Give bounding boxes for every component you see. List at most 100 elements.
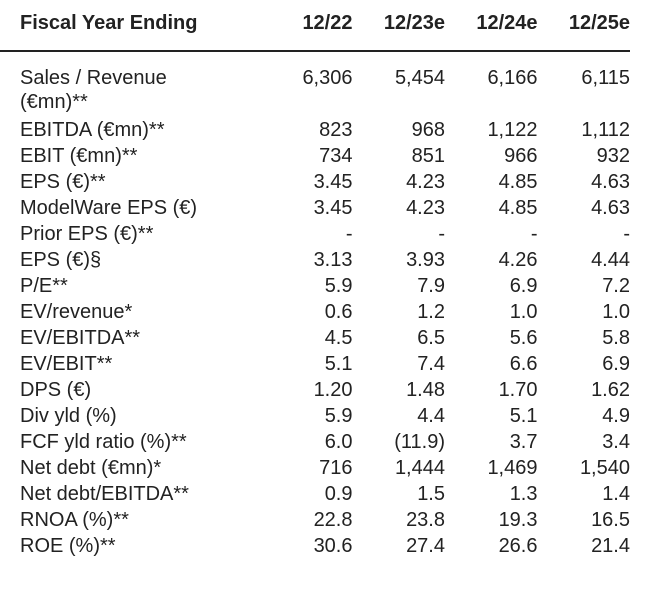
row-value: - [345,223,353,245]
row-label: EBITDA (€mn)** [20,119,165,141]
row-value: 6.9 [509,275,538,297]
row-value: 6.6 [509,353,538,375]
row-value: 3.93 [406,249,445,271]
row-value: 26.6 [498,535,538,557]
row-value: 3.7 [509,431,538,453]
row-value: 6.9 [602,353,630,375]
row-value: 5.1 [509,405,538,427]
row-label: EV/EBIT** [20,353,113,375]
column-header-year: 12/22 [260,0,353,52]
table-row: Sales / Revenue (€mn)** 6,306 5,454 6,166 6,… [0,51,630,118]
row-value: 1.70 [498,379,538,401]
row-label: P/E** [20,275,68,297]
row-value: 5.9 [324,275,353,297]
column-header-year: 12/23e [352,0,445,52]
column-header-label: Fiscal Year Ending [0,0,260,52]
financial-table: Fiscal Year Ending 12/22 12/23e 12/24e 1… [0,0,630,560]
row-value: 0.9 [324,483,353,505]
row-value: 22.8 [313,509,353,531]
row-value: 5.6 [509,327,538,349]
row-label: EV/EBITDA** [20,327,141,349]
row-value: 1,469 [487,457,538,479]
row-value: 1.0 [509,301,538,323]
row-value: - [530,223,538,245]
row-value: 0.6 [324,301,353,323]
row-value: 6,306 [302,67,353,89]
row-label: ROE (%)** [20,535,116,557]
row-value: 1,444 [394,457,445,479]
row-value: 4.63 [591,197,630,219]
row-value: 16.5 [591,509,630,531]
table-row: EBITDA (€mn)** 823 968 1,122 1,112 [0,118,630,144]
table-row: EPS (€)** 3.45 4.23 4.85 4.63 [0,170,630,196]
row-value: 6,115 [581,67,630,89]
row-label: Net debt/EBITDA** [20,483,189,505]
row-value: 4.23 [406,197,445,219]
row-value: 716 [319,457,353,479]
table-row: EBIT (€mn)** 734 851 966 932 [0,144,630,170]
row-value: 968 [411,119,445,141]
row-value: 3.13 [313,249,353,271]
row-label: EBIT (€mn)** [20,145,138,167]
row-value: 3.45 [313,197,353,219]
row-value: 5,454 [394,67,445,89]
row-value: 27.4 [406,535,445,557]
row-value: 1.20 [313,379,353,401]
row-value: 5.1 [324,353,353,375]
row-value: 6.5 [417,327,445,349]
row-value: 4.4 [417,405,445,427]
row-value: 1.4 [602,483,630,505]
row-label: EV/revenue* [20,301,133,323]
table-row: Net debt/EBITDA** 0.9 1.5 1.3 1.4 [0,482,630,508]
row-value: 4.85 [498,171,538,193]
column-header-year: 12/25e [537,0,630,52]
table-body: Sales / Revenue (€mn)** 6,306 5,454 6,166 6,… [0,51,630,560]
row-value: 932 [596,145,630,167]
row-value: 19.3 [498,509,538,531]
row-label: Div yld (%) [20,405,117,427]
row-label: DPS (€) [20,379,92,401]
row-value: 4.85 [498,197,538,219]
row-value: 1.48 [406,379,445,401]
row-value: 1,122 [487,119,538,141]
table-row: EV/EBIT** 5.1 7.4 6.6 6.9 [0,352,630,378]
table-row: Prior EPS (€)** - - - - [0,222,630,248]
row-value: 3.4 [602,431,630,453]
row-value: 21.4 [591,535,630,557]
table-row: Net debt (€mn)* 716 1,444 1,469 1,540 [0,456,630,482]
row-label: EPS (€)§ [20,249,102,271]
row-value: - [438,223,445,245]
row-value: 734 [319,145,353,167]
table-row: P/E** 5.9 7.9 6.9 7.2 [0,274,630,300]
row-label: EPS (€)** [20,171,106,193]
row-value: 6.0 [324,431,353,453]
row-value: 851 [411,145,445,167]
row-value: 1,112 [581,119,630,141]
row-value: (11.9) [394,431,445,453]
row-value: 7.9 [417,275,445,297]
table-row: ModelWare EPS (€) 3.45 4.23 4.85 4.63 [0,196,630,222]
row-label: Net debt (€mn)* [20,457,162,479]
row-value: 5.9 [324,405,353,427]
row-value: 4.44 [591,249,630,271]
column-header-year: 12/24e [445,0,538,52]
row-value: 30.6 [313,535,353,557]
table-header-row: Fiscal Year Ending 12/22 12/23e 12/24e 1… [0,0,630,52]
row-value: 4.23 [406,171,445,193]
table-row: EPS (€)§ 3.13 3.93 4.26 4.44 [0,248,630,274]
table-row: RNOA (%)** 22.8 23.8 19.3 16.5 [0,508,630,534]
row-value: 4.26 [498,249,538,271]
row-value: 1,540 [579,457,630,479]
row-value: 5.8 [602,327,630,349]
row-label: RNOA (%)** [20,509,129,531]
table-row: ROE (%)** 30.6 27.4 26.6 21.4 [0,534,630,560]
row-value: 3.45 [313,171,353,193]
table-row: Div yld (%) 5.9 4.4 5.1 4.9 [0,404,630,430]
row-value: 823 [319,119,353,141]
row-value: 7.4 [417,353,445,375]
row-value: 23.8 [406,509,445,531]
row-value: 7.2 [602,275,630,297]
table-row: FCF yld ratio (%)** 6.0 (11.9) 3.7 3.4 [0,430,630,456]
row-value: 1.3 [509,483,538,505]
